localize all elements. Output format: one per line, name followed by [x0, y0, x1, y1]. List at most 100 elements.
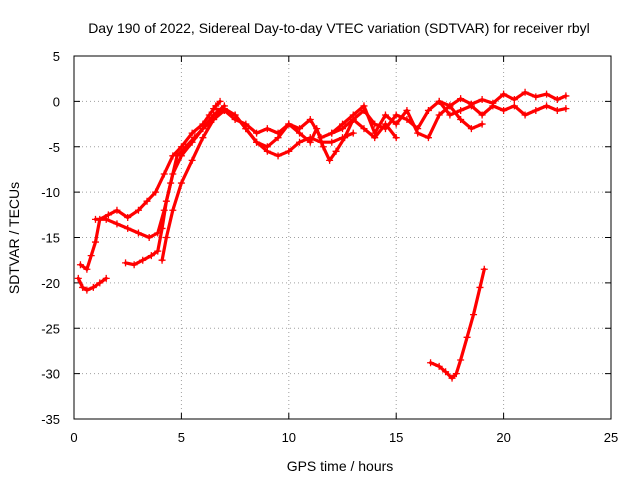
data-point — [147, 252, 155, 260]
data-point — [435, 97, 443, 105]
data-point — [328, 138, 336, 146]
x-tick-label: 20 — [496, 430, 510, 445]
series-line — [212, 104, 484, 140]
data-point — [328, 129, 336, 137]
data-point — [152, 188, 160, 196]
y-tick-label: -20 — [41, 276, 60, 291]
data-point — [381, 125, 389, 133]
data-point — [139, 256, 147, 264]
y-tick-label: -25 — [41, 321, 60, 336]
data-point — [500, 90, 508, 98]
data-point — [435, 111, 443, 119]
data-point — [162, 234, 170, 241]
data-point — [489, 99, 497, 107]
data-point — [446, 111, 454, 119]
data-point — [285, 147, 293, 155]
data-point — [89, 283, 97, 291]
data-point — [478, 111, 486, 119]
data-point — [360, 106, 368, 114]
data-point — [532, 93, 540, 101]
data-point — [134, 229, 142, 237]
data-point — [510, 102, 518, 110]
data-point — [521, 111, 529, 119]
data-point — [427, 359, 435, 367]
data-point — [253, 129, 261, 137]
data-point — [74, 274, 82, 282]
data-point — [130, 261, 138, 269]
x-tick-label: 0 — [70, 430, 77, 445]
data-point — [480, 265, 488, 273]
data-point — [381, 111, 389, 119]
y-tick-label: -35 — [41, 412, 60, 427]
data-point — [87, 252, 95, 260]
data-series — [74, 88, 570, 382]
data-point — [467, 100, 475, 108]
data-point — [532, 106, 540, 114]
data-point — [162, 197, 170, 205]
data-point — [317, 134, 325, 142]
data-point — [102, 274, 110, 282]
data-point — [296, 138, 304, 146]
data-point — [102, 215, 110, 223]
data-point — [91, 238, 99, 246]
data-point — [341, 134, 349, 142]
data-point — [478, 96, 486, 104]
data-point — [188, 129, 196, 137]
data-point — [476, 283, 484, 291]
data-point — [188, 156, 196, 164]
data-point — [562, 105, 570, 113]
data-point — [326, 156, 334, 164]
x-axis: 0 5 10 15 20 25 — [70, 56, 618, 445]
x-tick-label: 25 — [604, 430, 618, 445]
data-point — [199, 134, 207, 142]
data-point — [158, 256, 166, 264]
data-point — [216, 97, 224, 105]
data-point — [220, 106, 228, 114]
data-point — [349, 129, 357, 137]
data-point — [210, 105, 218, 113]
data-point — [122, 259, 130, 267]
data-point — [143, 197, 151, 205]
data-point — [263, 143, 271, 151]
series-line — [429, 267, 486, 380]
data-point — [553, 96, 561, 104]
x-tick-label: 5 — [178, 430, 185, 445]
data-point — [274, 152, 282, 160]
data-point — [448, 374, 456, 382]
data-point — [145, 234, 153, 241]
data-point — [296, 125, 304, 133]
data-point — [457, 356, 465, 364]
series-track-b — [76, 97, 224, 273]
data-point — [169, 170, 177, 178]
data-point — [79, 283, 87, 291]
y-tick-label: 0 — [53, 94, 60, 109]
data-point — [414, 125, 422, 133]
data-point — [424, 134, 432, 142]
data-point — [177, 179, 185, 187]
data-point — [442, 368, 450, 376]
data-point — [274, 129, 282, 137]
data-point — [169, 206, 177, 214]
data-point — [188, 138, 196, 146]
data-point — [562, 92, 570, 100]
data-point — [113, 206, 121, 214]
data-point — [177, 152, 185, 160]
data-point — [158, 224, 166, 232]
data-point — [510, 96, 518, 104]
grid — [74, 56, 611, 419]
data-point — [478, 120, 486, 128]
data-point — [306, 138, 314, 146]
data-point — [154, 247, 162, 255]
y-axis: 5 0 -5 -10 -15 -20 -25 -30 -35 — [41, 49, 611, 427]
data-point — [371, 120, 379, 128]
data-point — [134, 206, 142, 214]
data-point — [392, 120, 400, 128]
data-point — [210, 116, 218, 124]
data-point — [263, 125, 271, 133]
data-point — [543, 90, 551, 98]
series-track-i — [427, 265, 488, 382]
data-point — [242, 120, 250, 128]
series-line — [78, 99, 222, 271]
data-point — [403, 106, 411, 114]
